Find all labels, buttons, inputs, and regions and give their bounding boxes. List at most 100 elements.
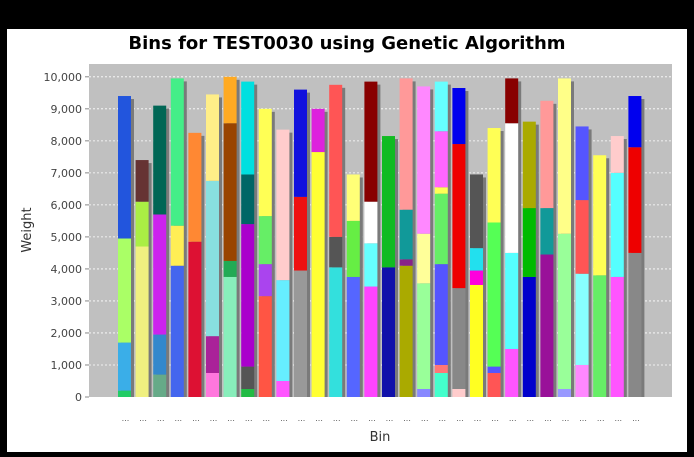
bin-bar bbox=[135, 160, 152, 397]
bars bbox=[118, 76, 645, 398]
bar-segment bbox=[206, 180, 219, 337]
bin-bar bbox=[223, 76, 240, 398]
x-tick-label: ... bbox=[421, 414, 429, 423]
x-tick-label: ... bbox=[474, 414, 482, 423]
bar-segment bbox=[434, 193, 448, 265]
bar-segment bbox=[610, 136, 624, 173]
bar-segment bbox=[241, 224, 255, 367]
bar-segment bbox=[346, 174, 360, 221]
bar-segment bbox=[364, 286, 378, 397]
bin-bar bbox=[399, 78, 416, 397]
bin-bar bbox=[558, 78, 574, 397]
bar-segment bbox=[364, 201, 378, 244]
bar-segment bbox=[434, 372, 448, 397]
bar-segment bbox=[153, 374, 167, 397]
bar-segment bbox=[258, 264, 272, 297]
bar-segment bbox=[505, 123, 519, 253]
bar-segment bbox=[540, 254, 554, 397]
bar-segment bbox=[346, 220, 360, 277]
bar-segment bbox=[487, 372, 501, 397]
bar-segment bbox=[417, 86, 431, 234]
bar-segment bbox=[294, 196, 307, 271]
bin-bar bbox=[153, 105, 170, 397]
x-tick-label: ... bbox=[526, 414, 534, 423]
bar-segment bbox=[522, 121, 536, 209]
bar-segment bbox=[399, 265, 413, 397]
bar-segment bbox=[575, 200, 589, 274]
bar-segment bbox=[452, 388, 466, 397]
bin-bar bbox=[294, 89, 310, 397]
x-tick-label: ... bbox=[174, 414, 182, 423]
bar-segment bbox=[452, 288, 466, 389]
x-tick-label: ... bbox=[456, 414, 464, 423]
bar-segment bbox=[558, 78, 571, 234]
x-tick-label: ... bbox=[262, 414, 270, 423]
x-tick-label: ... bbox=[139, 414, 147, 423]
bar-segment bbox=[452, 88, 466, 145]
x-tick-label: ... bbox=[245, 414, 253, 423]
bar-segment bbox=[417, 283, 431, 389]
x-tick-label: ... bbox=[632, 414, 640, 423]
bar-segment bbox=[258, 108, 272, 217]
x-tick-label: ... bbox=[509, 414, 517, 423]
bar-segment bbox=[276, 280, 290, 381]
bar-segment bbox=[135, 160, 149, 202]
bar-segment bbox=[628, 147, 642, 253]
bar-segment bbox=[276, 380, 290, 397]
bar-segment bbox=[135, 246, 149, 397]
y-tick-label: 7,000 bbox=[51, 167, 83, 180]
y-tick-label: 10,000 bbox=[44, 71, 83, 84]
bar-segment bbox=[593, 275, 607, 397]
bar-segment bbox=[399, 209, 413, 260]
bar-segment bbox=[118, 238, 131, 343]
bar-segment bbox=[558, 233, 571, 389]
bar-segment bbox=[241, 388, 255, 397]
x-tick-label: ... bbox=[597, 414, 605, 423]
bar-segment bbox=[206, 372, 219, 397]
x-tick-label: ... bbox=[544, 414, 552, 423]
bar-segment bbox=[434, 81, 448, 132]
x-tick-label: ... bbox=[333, 414, 341, 423]
x-tick-label: ... bbox=[122, 414, 130, 423]
bar-segment bbox=[311, 108, 325, 153]
y-tick-label: 6,000 bbox=[51, 199, 83, 212]
bar-segment bbox=[241, 174, 255, 225]
bar-segment bbox=[434, 187, 448, 194]
y-tick-label: 9,000 bbox=[51, 103, 83, 116]
bar-segment bbox=[505, 252, 519, 349]
bar-segment bbox=[558, 388, 571, 397]
bar-segment bbox=[628, 252, 642, 397]
bar-segment bbox=[258, 296, 272, 397]
bar-segment bbox=[505, 348, 519, 397]
x-tick-label: ... bbox=[315, 414, 323, 423]
x-tick-label: ... bbox=[280, 414, 288, 423]
bin-bar bbox=[487, 128, 504, 397]
x-tick-label: ... bbox=[579, 414, 587, 423]
bin-bar bbox=[593, 155, 610, 397]
bar-segment bbox=[241, 366, 255, 389]
y-tick-label: 3,000 bbox=[51, 295, 83, 308]
bar-segment bbox=[118, 96, 131, 239]
bar-segment bbox=[188, 132, 202, 242]
bar-segment bbox=[241, 81, 255, 175]
bar-segment bbox=[170, 265, 184, 397]
bar-segment bbox=[434, 364, 448, 373]
bar-segment bbox=[522, 208, 536, 277]
bar-segment bbox=[382, 136, 395, 268]
bar-segment bbox=[329, 236, 343, 268]
y-tick-labels: 0 1,000 2,000 3,000 4,000 5,000 6,000 7,000 8,00… bbox=[44, 71, 89, 404]
y-tick-label: 0 bbox=[75, 391, 82, 404]
y-tick-label: 1,000 bbox=[51, 359, 83, 372]
x-axis-title: Bin bbox=[370, 430, 391, 445]
x-tick-label: ... bbox=[438, 414, 446, 423]
bar-segment bbox=[452, 144, 466, 289]
bar-segment bbox=[258, 216, 272, 265]
bar-segment bbox=[223, 276, 237, 397]
bar-segment bbox=[487, 222, 501, 367]
y-axis-title: Weight bbox=[20, 207, 35, 252]
bar-segment bbox=[610, 276, 624, 397]
bin-bar bbox=[364, 81, 381, 397]
bar-segment bbox=[522, 276, 536, 397]
bar-segment bbox=[575, 273, 589, 365]
bar-segment bbox=[470, 248, 483, 271]
